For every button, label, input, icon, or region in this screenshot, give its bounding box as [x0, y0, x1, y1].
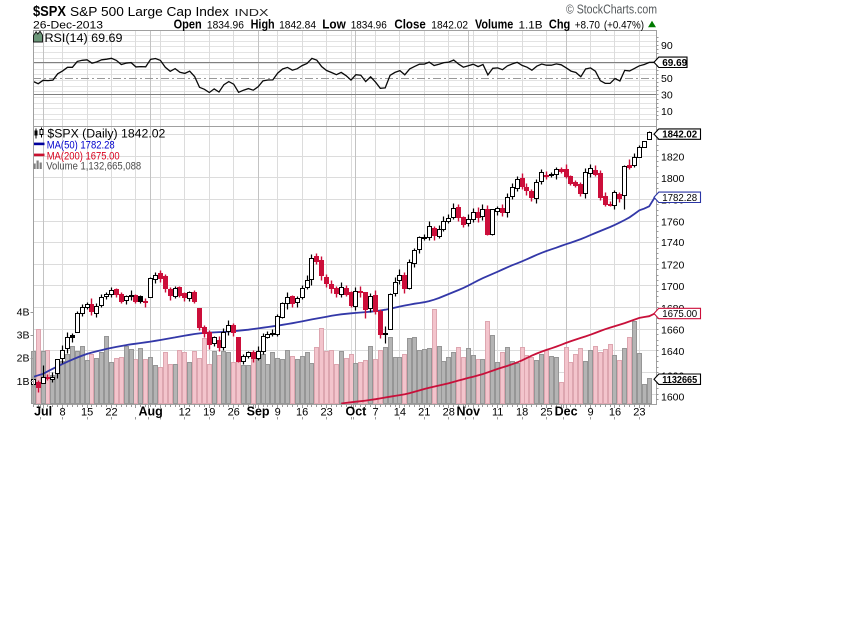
- svg-text:Dec: Dec: [555, 405, 578, 419]
- svg-text:1660: 1660: [661, 325, 685, 337]
- svg-text:© StockCharts.com: © StockCharts.com: [566, 3, 657, 17]
- svg-text:1640: 1640: [661, 346, 685, 358]
- svg-text:16: 16: [609, 407, 621, 419]
- svg-text:8: 8: [60, 407, 66, 419]
- svg-text:1820: 1820: [661, 151, 685, 163]
- svg-text:26-Dec-2013: 26-Dec-2013: [33, 20, 103, 32]
- svg-text:1834.96: 1834.96: [207, 20, 244, 32]
- svg-text:S&P 500 Large Cap Index: S&P 500 Large Cap Index: [70, 5, 230, 19]
- svg-text:Jul: Jul: [34, 405, 52, 419]
- svg-text:18: 18: [516, 407, 528, 419]
- svg-text:15: 15: [81, 407, 93, 419]
- svg-text:RSI(14) 69.69: RSI(14) 69.69: [45, 33, 123, 45]
- svg-text:4B: 4B: [17, 307, 30, 319]
- svg-text:Sep: Sep: [247, 405, 270, 419]
- svg-text:7: 7: [372, 407, 378, 419]
- svg-text:Low: Low: [322, 18, 346, 32]
- svg-text:1842.02: 1842.02: [662, 129, 697, 141]
- svg-text:MA(200) 1675.00: MA(200) 1675.00: [47, 151, 120, 163]
- svg-text:23: 23: [320, 407, 332, 419]
- svg-text:High: High: [251, 18, 275, 32]
- svg-text:22: 22: [105, 407, 117, 419]
- svg-text:50: 50: [661, 73, 673, 85]
- svg-text:Open: Open: [174, 18, 202, 32]
- svg-text:9: 9: [587, 407, 593, 419]
- svg-text:1B: 1B: [17, 376, 30, 388]
- svg-text:26: 26: [228, 407, 240, 419]
- svg-text:Close: Close: [394, 18, 425, 32]
- svg-text:1760: 1760: [661, 216, 685, 228]
- svg-text:1842.84: 1842.84: [279, 20, 316, 32]
- svg-text:30: 30: [661, 89, 673, 101]
- svg-text:9: 9: [275, 407, 281, 419]
- svg-text:Oct: Oct: [345, 405, 367, 419]
- svg-text:14: 14: [394, 407, 406, 419]
- svg-text:1842.02: 1842.02: [431, 20, 468, 32]
- svg-text:MA(50) 1782.28: MA(50) 1782.28: [47, 140, 115, 152]
- svg-text:3B: 3B: [17, 330, 30, 342]
- svg-text:28: 28: [443, 407, 455, 419]
- svg-text:19: 19: [203, 407, 215, 419]
- svg-text:90: 90: [661, 40, 673, 52]
- svg-text:Volume: Volume: [475, 18, 513, 32]
- svg-text:1.1B: 1.1B: [519, 20, 543, 32]
- svg-text:1700: 1700: [661, 281, 685, 293]
- svg-text:INDX: INDX: [235, 8, 269, 19]
- svg-text:1782.28: 1782.28: [662, 192, 697, 204]
- svg-text:(+0.47%): (+0.47%): [604, 20, 644, 32]
- svg-text:1740: 1740: [661, 237, 685, 249]
- svg-text:Chg: Chg: [549, 18, 570, 32]
- svg-text:23: 23: [633, 407, 645, 419]
- svg-text:1675.00: 1675.00: [662, 308, 697, 320]
- svg-text:1720: 1720: [661, 260, 685, 272]
- svg-text:1132665: 1132665: [662, 374, 697, 386]
- svg-text:Aug: Aug: [138, 405, 162, 419]
- svg-text:16: 16: [296, 407, 308, 419]
- svg-text:Volume 1,132,665,088: Volume 1,132,665,088: [46, 161, 141, 173]
- svg-text:10: 10: [661, 106, 673, 118]
- svg-text:2B: 2B: [17, 353, 30, 365]
- svg-text:25: 25: [540, 407, 552, 419]
- svg-text:1600: 1600: [661, 392, 685, 404]
- svg-text:21: 21: [418, 407, 430, 419]
- svg-text:$SPX: $SPX: [33, 3, 66, 20]
- svg-text:1834.96: 1834.96: [351, 20, 387, 32]
- svg-text:Nov: Nov: [456, 405, 480, 419]
- svg-text:11: 11: [492, 407, 503, 419]
- svg-text:69.69: 69.69: [662, 57, 687, 69]
- svg-text:+8.70: +8.70: [575, 20, 600, 32]
- svg-text:1800: 1800: [661, 173, 685, 185]
- svg-text:12: 12: [179, 407, 191, 419]
- svg-text:$SPX (Daily) 1842.02: $SPX (Daily) 1842.02: [47, 129, 165, 141]
